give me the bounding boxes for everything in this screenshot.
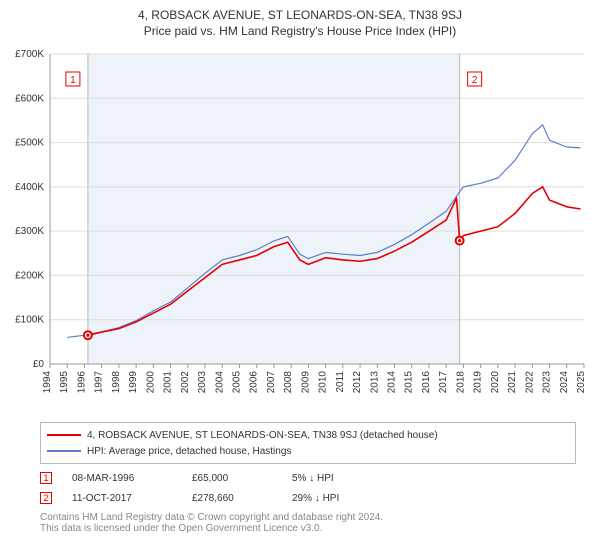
svg-text:2021: 2021 [507,371,518,394]
svg-text:2004: 2004 [214,371,225,394]
transaction-date: 08-MAR-1996 [72,473,172,484]
svg-text:2024: 2024 [559,371,570,394]
svg-text:1: 1 [70,75,76,86]
svg-text:£100K: £100K [15,315,44,326]
svg-text:2018: 2018 [455,371,466,394]
transaction-date: 11-OCT-2017 [72,493,172,504]
svg-text:2016: 2016 [421,371,432,394]
svg-text:2002: 2002 [180,371,191,394]
svg-text:1995: 1995 [59,371,70,394]
svg-text:£700K: £700K [15,49,44,60]
svg-text:2012: 2012 [352,371,363,394]
svg-text:1996: 1996 [76,371,87,394]
svg-text:£400K: £400K [15,182,44,193]
legend-row: HPI: Average price, detached house, Hast… [47,443,569,459]
svg-text:1997: 1997 [94,371,105,394]
footer-line1: Contains HM Land Registry data © Crown c… [40,512,576,523]
svg-text:£300K: £300K [15,226,44,237]
transaction-marker: 1 [40,472,52,484]
svg-text:2006: 2006 [249,371,260,394]
transaction-price: £65,000 [192,473,272,484]
svg-text:1998: 1998 [111,371,122,394]
line-chart: £0 £100K £200K £300K £400K £500K £600K £700K 199… [0,44,600,414]
title-address: 4, ROBSACK AVENUE, ST LEONARDS-ON-SEA, T… [0,8,600,22]
svg-text:2009: 2009 [300,371,311,394]
svg-text:2019: 2019 [473,371,484,394]
transactions-table: 1 08-MAR-1996 £65,000 5% ↓ HPI 2 11-OCT-2017 £… [40,468,576,508]
svg-text:2003: 2003 [197,371,208,394]
svg-text:1999: 1999 [128,371,139,394]
svg-text:2011: 2011 [335,371,346,393]
svg-text:£0: £0 [33,359,45,370]
svg-text:2005: 2005 [231,371,242,394]
transaction-diff: 29% ↓ HPI [292,493,372,504]
svg-text:2: 2 [472,75,478,86]
title-subtitle: Price paid vs. HM Land Registry's House … [0,24,600,38]
chart-area: £0 £100K £200K £300K £400K £500K £600K £700K 199… [0,44,600,414]
svg-text:2015: 2015 [404,371,415,394]
transaction-row: 2 11-OCT-2017 £278,660 29% ↓ HPI [40,488,576,508]
svg-text:2000: 2000 [145,371,156,394]
footer-line2: This data is licensed under the Open Gov… [40,523,576,534]
svg-text:2008: 2008 [283,371,294,394]
svg-text:2017: 2017 [438,371,449,394]
legend-row: 4, ROBSACK AVENUE, ST LEONARDS-ON-SEA, T… [47,427,569,443]
transaction-price: £278,660 [192,493,272,504]
svg-text:£600K: £600K [15,93,44,104]
transaction-diff: 5% ↓ HPI [292,473,372,484]
svg-text:2014: 2014 [387,371,398,394]
svg-text:2025: 2025 [576,371,587,394]
svg-text:2001: 2001 [163,371,174,394]
svg-text:2022: 2022 [524,371,535,394]
svg-text:1994: 1994 [42,371,53,394]
svg-text:£500K: £500K [15,138,44,149]
svg-text:2013: 2013 [369,371,380,394]
legend-label: HPI: Average price, detached house, Hast… [87,446,291,457]
chart-titles: 4, ROBSACK AVENUE, ST LEONARDS-ON-SEA, T… [0,0,600,38]
svg-text:2010: 2010 [318,371,329,394]
svg-text:2020: 2020 [490,371,501,394]
transaction-row: 1 08-MAR-1996 £65,000 5% ↓ HPI [40,468,576,488]
legend-swatch [47,450,81,452]
svg-text:2007: 2007 [266,371,277,394]
svg-text:2023: 2023 [542,371,553,394]
transaction-marker: 2 [40,492,52,504]
legend-label: 4, ROBSACK AVENUE, ST LEONARDS-ON-SEA, T… [87,430,438,441]
legend-swatch [47,434,81,436]
svg-text:£200K: £200K [15,270,44,281]
legend: 4, ROBSACK AVENUE, ST LEONARDS-ON-SEA, T… [40,422,576,464]
footer-attribution: Contains HM Land Registry data © Crown c… [40,512,576,534]
